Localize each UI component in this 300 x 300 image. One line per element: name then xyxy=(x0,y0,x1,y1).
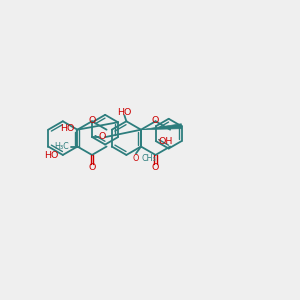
Text: O: O xyxy=(88,116,96,125)
Text: OH: OH xyxy=(159,136,173,146)
Text: O: O xyxy=(88,163,96,172)
Text: HO: HO xyxy=(60,124,74,133)
Text: CH₃: CH₃ xyxy=(142,154,157,163)
Polygon shape xyxy=(141,124,182,130)
Text: O: O xyxy=(152,163,159,172)
Text: O: O xyxy=(98,132,106,141)
Text: H₃C: H₃C xyxy=(55,142,70,151)
Text: O: O xyxy=(133,154,139,163)
Text: HO: HO xyxy=(117,108,132,117)
Text: HO: HO xyxy=(44,152,59,160)
Text: O: O xyxy=(152,116,159,125)
